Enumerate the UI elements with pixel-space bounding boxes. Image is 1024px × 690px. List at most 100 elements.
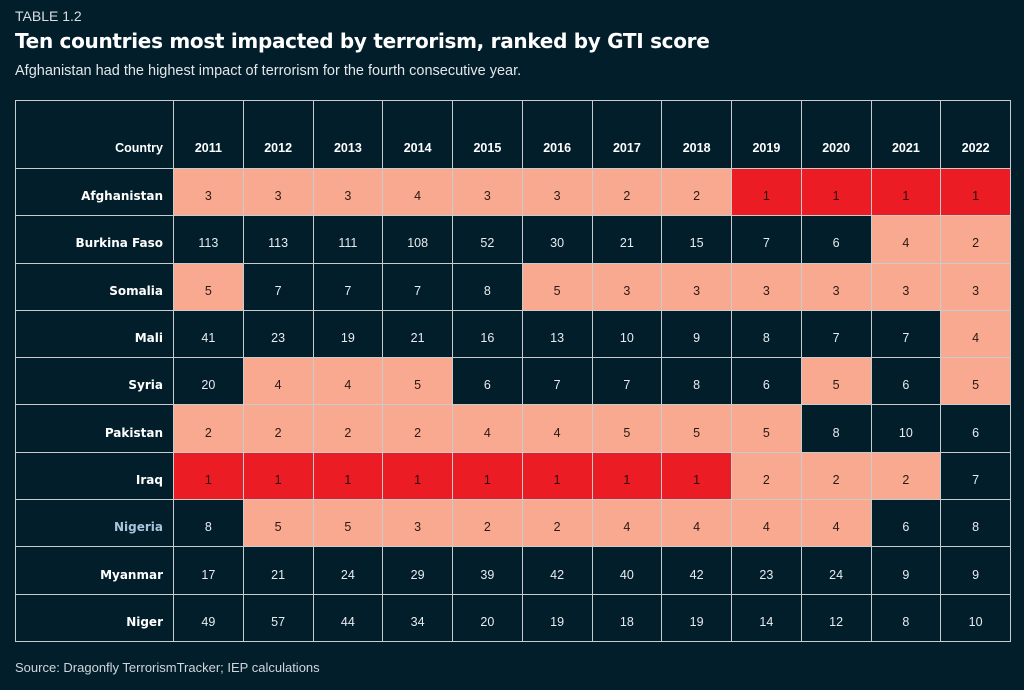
- rank-cell: 6: [870, 357, 942, 406]
- table-row: Pakistan 2 2 2 2 4 4 5 5 5 8 10 6: [15, 404, 1011, 453]
- rank-cell: 5: [731, 404, 802, 453]
- year-header: 2019: [731, 100, 802, 169]
- year-header: 2022: [940, 100, 1011, 169]
- country-name: Nigeria: [15, 499, 174, 548]
- rank-cell: 2: [312, 404, 384, 453]
- country-name: Somalia: [15, 262, 174, 311]
- year-header: 2013: [312, 100, 384, 169]
- rank-cell: 8: [661, 357, 732, 406]
- rank-cell: 7: [521, 357, 593, 406]
- rank-cell: 2: [870, 451, 942, 501]
- rank-cell: 3: [800, 262, 872, 311]
- rank-cell: 6: [452, 357, 523, 406]
- rank-cell: 19: [661, 593, 732, 642]
- table-row: Niger 49 57 44 34 20 19 18 19 14 12 8 10: [15, 593, 1011, 642]
- rank-cell: 9: [870, 546, 942, 595]
- rank-cell: 5: [591, 404, 663, 453]
- rank-cell: 4: [940, 309, 1011, 359]
- country-name: Syria: [15, 357, 174, 406]
- rank-cell: 2: [661, 167, 732, 217]
- rank-cell: 2: [731, 451, 802, 501]
- rank-cell: 5: [312, 499, 384, 548]
- rank-cell: 41: [173, 309, 244, 359]
- rank-cell: 1: [870, 167, 942, 217]
- rank-cell: 40: [591, 546, 663, 595]
- rank-cell: 8: [173, 499, 244, 548]
- rank-cell: 3: [521, 167, 593, 217]
- rank-cell: 8: [452, 262, 523, 311]
- table-row: Burkina Faso 113 113 111 108 52 30 21 15 7 6 4 2: [15, 215, 1011, 264]
- rank-cell: 49: [173, 593, 244, 642]
- header-row: Country 2011 2012 2013 2014 2015 2016 2017 2018…: [15, 100, 1011, 169]
- rank-cell: 1: [452, 451, 523, 501]
- country-name: Myanmar: [15, 546, 174, 595]
- rank-cell: 2: [521, 499, 593, 548]
- rank-cell: 23: [731, 546, 802, 595]
- rank-cell: 2: [591, 167, 663, 217]
- country-name: Niger: [15, 593, 174, 642]
- country-name: Pakistan: [15, 404, 174, 453]
- rank-cell: 52: [452, 215, 523, 264]
- table-row: Iraq 1 1 1 1 1 1 1 1 2 2 2 7: [15, 451, 1011, 501]
- rank-cell: 3: [940, 262, 1011, 311]
- table-row: Myanmar 17 21 24 29 39 42 40 42 23 24 9 9: [15, 546, 1011, 595]
- rank-cell: 2: [242, 404, 314, 453]
- rank-cell: 108: [382, 215, 453, 264]
- rank-cell: 8: [800, 404, 872, 453]
- rank-cell: 113: [242, 215, 314, 264]
- rank-cell: 7: [382, 262, 453, 311]
- rank-cell: 5: [940, 357, 1011, 406]
- rank-cell: 5: [800, 357, 872, 406]
- rank-cell: 4: [800, 499, 872, 548]
- rank-cell: 2: [940, 215, 1011, 264]
- rank-cell: 24: [800, 546, 872, 595]
- rank-cell: 39: [452, 546, 523, 595]
- rank-cell: 14: [731, 593, 802, 642]
- table-row: Mali 41 23 19 21 16 13 10 9 8 7 7 4: [15, 309, 1011, 359]
- rank-cell: 4: [382, 167, 453, 217]
- rank-cell: 3: [591, 262, 663, 311]
- table-row: Nigeria 8 5 5 3 2 2 4 4 4 4 6 8: [15, 499, 1011, 548]
- rank-cell: 3: [870, 262, 942, 311]
- country-column-header: Country: [15, 100, 174, 169]
- rank-cell: 19: [312, 309, 384, 359]
- country-name: Burkina Faso: [15, 215, 174, 264]
- year-header: 2015: [452, 100, 523, 169]
- rank-cell: 1: [661, 451, 732, 501]
- rank-cell: 10: [870, 404, 942, 453]
- rank-cell: 29: [382, 546, 453, 595]
- table-row: Afghanistan 3 3 3 4 3 3 2 2 1 1 1 1: [15, 167, 1011, 217]
- rank-cell: 7: [800, 309, 872, 359]
- table-row: Somalia 5 7 7 7 8 5 3 3 3 3 3 3: [15, 262, 1011, 311]
- rank-cell: 6: [870, 499, 942, 548]
- rank-cell: 7: [591, 357, 663, 406]
- rank-cell: 3: [661, 262, 732, 311]
- rank-cell: 7: [940, 451, 1011, 501]
- rank-cell: 2: [452, 499, 523, 548]
- rank-cell: 42: [521, 546, 593, 595]
- rank-cell: 1: [312, 451, 384, 501]
- rank-cell: 5: [242, 499, 314, 548]
- rank-cell: 34: [382, 593, 453, 642]
- table-title: Ten countries most impacted by terrorism…: [15, 29, 710, 53]
- rank-cell: 42: [661, 546, 732, 595]
- rank-cell: 6: [800, 215, 872, 264]
- rank-cell: 2: [382, 404, 453, 453]
- rank-cell: 5: [382, 357, 453, 406]
- rank-cell: 7: [731, 215, 802, 264]
- rank-cell: 3: [731, 262, 802, 311]
- country-name: Mali: [15, 309, 174, 359]
- rank-cell: 4: [661, 499, 732, 548]
- rank-cell: 7: [242, 262, 314, 311]
- rank-cell: 3: [382, 499, 453, 548]
- rank-cell: 1: [242, 451, 314, 501]
- rank-cell: 1: [382, 451, 453, 501]
- year-header: 2021: [870, 100, 942, 169]
- rank-cell: 1: [800, 167, 872, 217]
- rank-cell: 21: [591, 215, 663, 264]
- rank-cell: 20: [173, 357, 244, 406]
- rank-cell: 10: [940, 593, 1011, 642]
- rank-cell: 5: [521, 262, 593, 311]
- year-header: 2016: [521, 100, 593, 169]
- rank-cell: 6: [940, 404, 1011, 453]
